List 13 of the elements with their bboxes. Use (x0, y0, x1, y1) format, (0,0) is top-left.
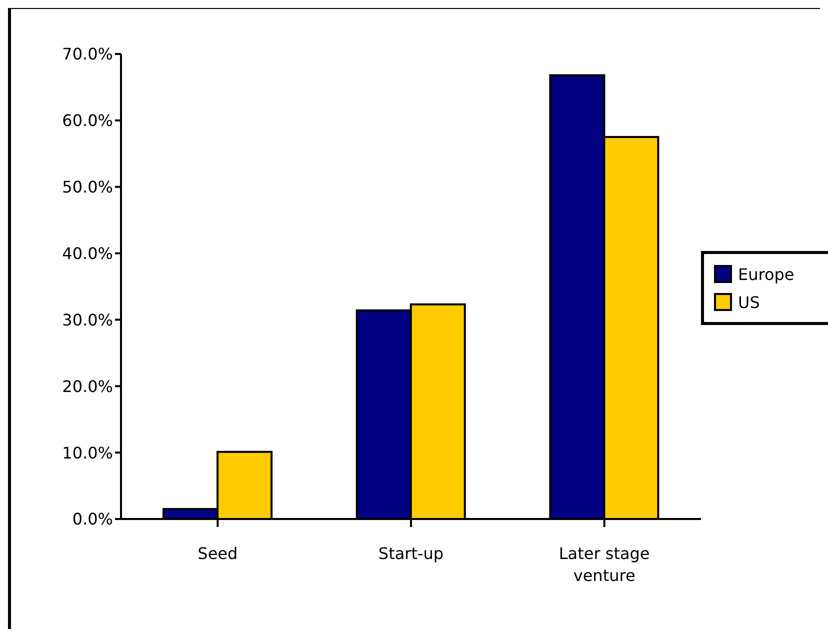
y-tick-label: 20.0% (62, 376, 113, 396)
x-tick-label: Later stage venture (558, 544, 650, 585)
x-tick-label: Start-up (378, 544, 444, 563)
x-tick-label: Seed (198, 544, 238, 563)
y-tick-label: 60.0% (62, 111, 113, 130)
y-tick-label: 30.0% (62, 310, 113, 330)
y-tick-label: 0.0% (72, 510, 113, 529)
y-tick-label: 40.0% (62, 244, 113, 263)
y-tick-label: 10.0% (62, 443, 113, 462)
legend-label: Europe (738, 264, 794, 284)
y-tick-label: 70.0% (62, 44, 113, 64)
legend-label: US (738, 292, 760, 312)
y-tick-label: 50.0% (62, 178, 113, 197)
